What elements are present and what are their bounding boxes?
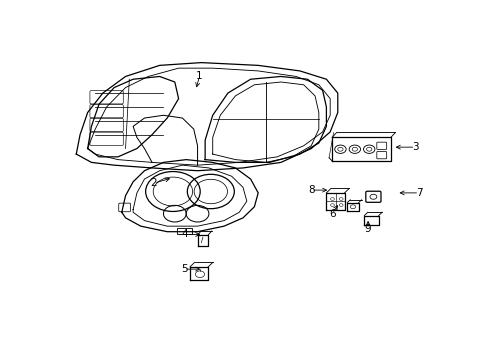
Text: 2: 2 xyxy=(150,178,157,188)
Text: 7: 7 xyxy=(415,188,422,198)
Text: 4: 4 xyxy=(181,229,187,239)
Bar xyxy=(176,228,191,234)
Text: 1: 1 xyxy=(196,72,203,81)
Text: 5: 5 xyxy=(181,264,187,274)
Text: 9: 9 xyxy=(364,224,371,234)
Text: 3: 3 xyxy=(411,142,418,152)
Text: 6: 6 xyxy=(328,209,335,219)
Text: 8: 8 xyxy=(307,185,314,195)
